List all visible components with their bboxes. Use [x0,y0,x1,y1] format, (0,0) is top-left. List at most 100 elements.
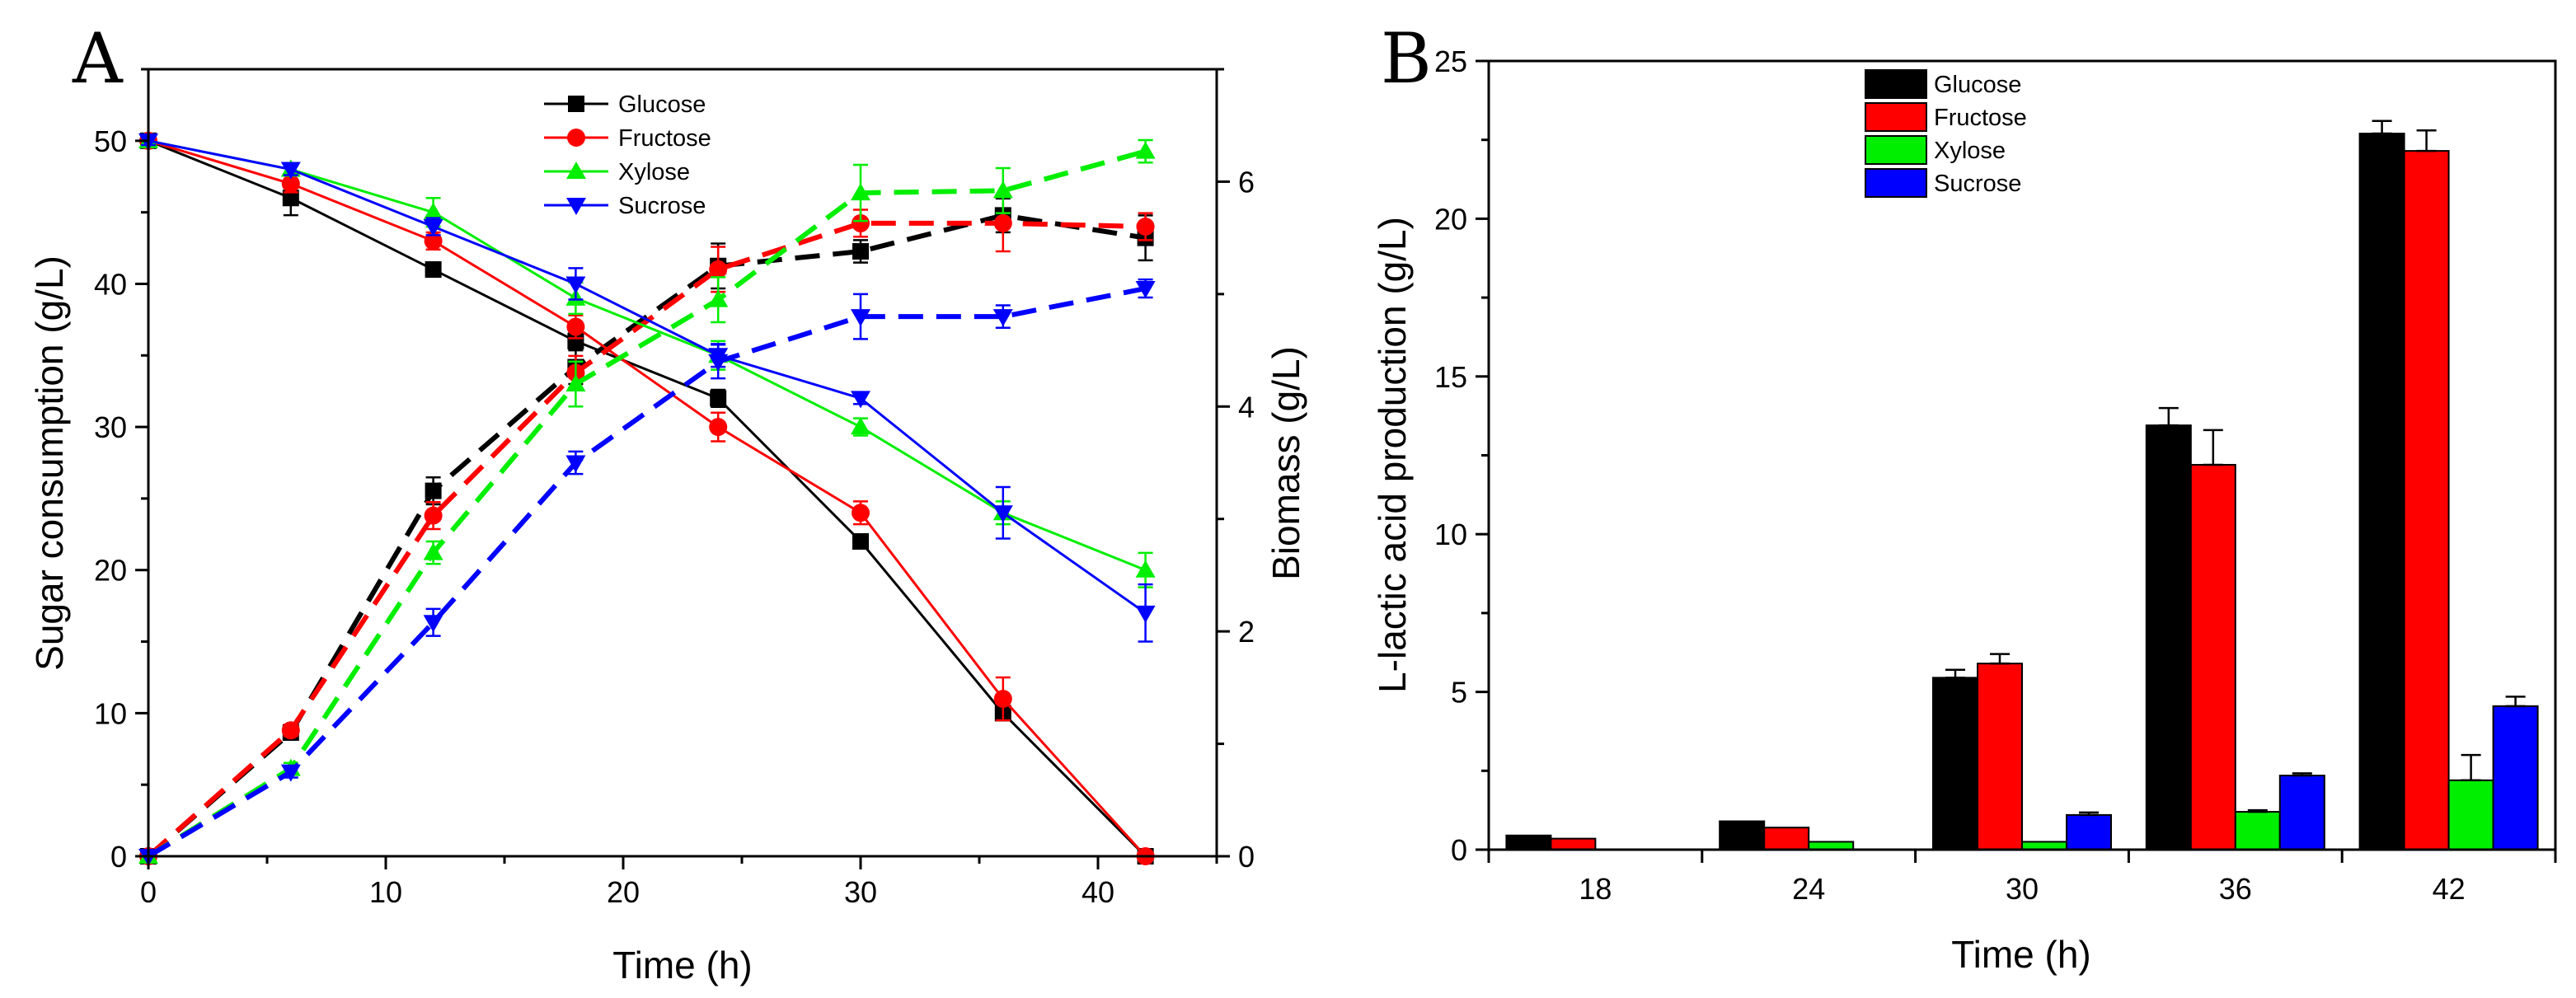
error-bar-sucrose [2292,772,2312,777]
error-bar-glucose [2372,119,2392,135]
panel-b-x-axis-title: Time (h) [1951,933,2091,976]
x-tick-label: 30 [2006,872,2039,906]
error-bar-sucrose [2505,696,2526,708]
glucose-consumption-point [710,390,727,407]
fructose-consumption-point [424,232,443,251]
legend-marker-xylose [566,162,586,179]
bar-glucose [2145,424,2192,850]
error-bar-glucose [2158,406,2179,427]
bar-group-42 [2358,119,2539,850]
y-tick-label: 20 [1434,202,1467,236]
fructose-consumption-point [852,504,870,522]
bar-xylose [2234,811,2281,851]
legend-label-glucose: Glucose [618,91,706,118]
error-bar-xylose [2461,753,2481,782]
legend-swatch-sucrose [1865,168,1927,198]
x-tick-label: 30 [844,875,877,909]
y-tick-label: 10 [1434,518,1467,551]
legend-item-sucrose: Sucrose [544,193,706,219]
glucose-consumption-line [148,139,1147,858]
error-bar-fructose [2203,429,2223,466]
bar-group-18 [1505,834,1597,850]
sucrose-biomass-point [1135,281,1156,299]
bar-glucose [2358,133,2405,850]
y-tick-label: 40 [94,267,127,301]
sucrose-biomass-point [565,455,586,473]
panel-a-y-axis-title: Sugar consumption (g/L) [28,255,71,671]
y2-tick-label: 0 [1238,840,1255,874]
bar-fructose [2189,463,2236,850]
xylose-consumption-point [851,417,870,435]
legend-swatch-glucose [1865,69,1927,99]
xylose-biomass-point [851,183,870,201]
xylose-biomass-point [708,289,729,307]
xylose-biomass-point [1135,141,1156,159]
bar-xylose [2447,779,2494,850]
glucose-consumption-series [140,132,1154,864]
legend-item-sucrose: Sucrose [1865,168,2021,198]
xylose-biomass-point [565,374,586,391]
y2-tick-label: 2 [1238,615,1255,649]
legend-label-xylose: Xylose [1934,138,2006,164]
glucose-consumption-point [567,332,584,349]
fructose-biomass-point [709,260,728,279]
bar-fructose [2403,150,2450,850]
sucrose-biomass-point [280,764,301,782]
fructose-biomass-point [852,213,870,232]
panel-a-legend: Glucose Fructose Xylose Sucrose [544,91,711,219]
sucrose-consumption-line [148,139,1147,615]
sucrose-consumption-point [280,162,301,180]
error-bar-fructose [1990,653,2010,665]
fructose-consumption-line [148,139,1147,858]
glucose-biomass-point [852,243,869,260]
panel-a: A 0 10 20 30 40 0 10 20 30 40 50 0 2 4 6 Glucose Fructo… [28,18,1307,986]
bar-sucrose [2066,813,2112,851]
xylose-consumption-line [148,139,1147,572]
legend-swatch-fructose [1865,102,1927,132]
y-tick-label: 5 [1451,676,1467,710]
panel-b-letter: B [1381,18,1432,99]
bar-glucose [1932,677,1978,851]
xylose-biomass-point [423,542,443,560]
bar-fructose [1763,827,1810,850]
panel-a-y2-axis-title: Biomass (g/L) [1265,346,1307,580]
panel-b-marks [1505,119,2539,851]
fructose-biomass-point [993,213,1012,232]
y-tick-label: 20 [94,554,127,588]
legend-label-fructose: Fructose [1934,105,2027,131]
panel-b-y-axis-title: L-lactic acid production (g/L) [1371,217,1414,693]
bar-fructose [1977,663,2023,851]
bar-group-30 [1932,653,2112,851]
y-tick-label: 25 [1434,45,1467,78]
error-bar-xylose [2247,808,2268,813]
fructose-consumption-point [709,418,728,437]
y-tick-label: 50 [94,124,127,158]
x-tick-label: 0 [140,875,157,909]
legend-label-sucrose: Sucrose [618,193,706,219]
legend-marker-sucrose [566,198,586,215]
legend-item-fructose: Fructose [544,125,711,152]
glucose-consumption-point [282,190,299,207]
panel-b: B 0 5 10 15 20 25 18 24 30 36 42 Glucose Fructose Xy… [1371,18,2557,976]
legend-swatch-xylose [1865,135,1927,165]
error-bar-fructose [2416,129,2437,152]
y2-tick-label: 4 [1238,390,1255,424]
xylose-biomass-point [992,180,1013,199]
sucrose-biomass-point [423,615,443,633]
error-bar-glucose [1945,668,1965,679]
bar-fructose [1550,837,1597,850]
sucrose-consumption-point [565,276,586,294]
legend-item-fructose: Fructose [1865,102,2027,132]
sucrose-consumption-point [851,391,870,409]
bar-sucrose [2278,775,2325,850]
sucrose-biomass-point [708,354,729,372]
glucose-biomass-point [425,482,442,499]
sucrose-biomass-point [851,309,870,327]
sucrose-consumption-point [423,219,443,237]
panel-a-letter: A [72,18,124,99]
sucrose-biomass-point [992,309,1013,327]
x-tick-label: 24 [1792,872,1825,906]
legend-label-glucose: Glucose [1934,72,2021,98]
error-bar-sucrose [2079,811,2099,817]
y-tick-label: 0 [110,840,127,874]
